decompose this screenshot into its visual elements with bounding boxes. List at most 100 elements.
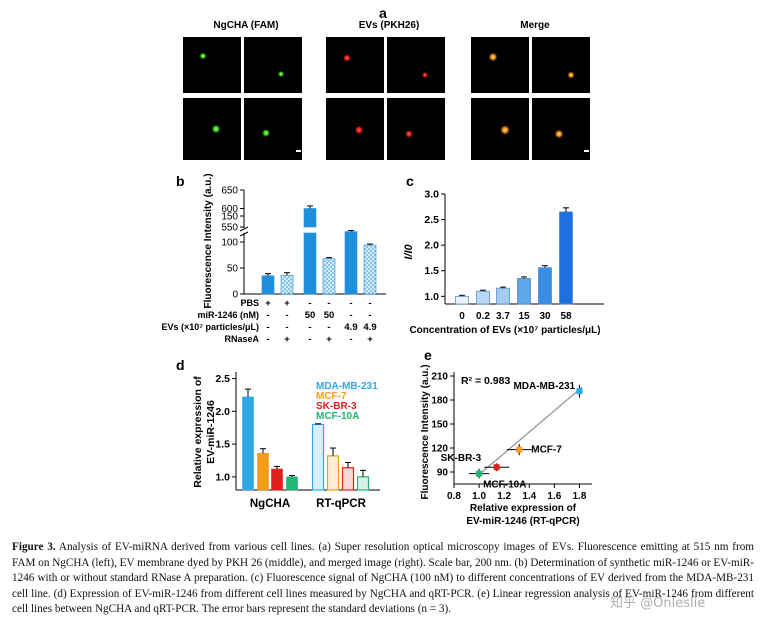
b-bar	[280, 274, 294, 295]
e-point-label: SK-BR-3	[441, 453, 482, 464]
b-bar	[322, 258, 336, 295]
c-tick-label: 2.5	[424, 214, 439, 226]
c-category-label: 0	[459, 311, 465, 322]
e-point	[576, 388, 583, 395]
b-condition-label: EVs (×10⁷ particles/μL)	[161, 322, 259, 332]
microscopy-grid	[183, 37, 590, 160]
b-bar	[261, 275, 275, 295]
b-condition-value: 50	[324, 310, 335, 321]
spot-green-1	[199, 52, 207, 60]
c-bar	[455, 295, 469, 305]
scale-bar-2	[584, 150, 589, 152]
figure-caption: Figure 3. Analysis of EV-miRNA derived f…	[12, 540, 754, 618]
caption-text: Analysis of EV-miRNA derived from variou…	[12, 541, 754, 615]
d-y-title-line2: EV-miR-1246	[205, 400, 217, 464]
e-y-title: Fluorescence Intensity (a.u.)	[420, 364, 431, 499]
b-condition-value: -	[266, 310, 269, 321]
panel-letter-c: c	[406, 173, 414, 189]
c-category-label: 15	[518, 311, 530, 322]
b-tick-label: 100	[221, 238, 238, 249]
b-condition-value: -	[327, 322, 330, 333]
e-y-tick-label: 180	[431, 396, 448, 407]
spot-green-3	[211, 124, 221, 134]
d-category-label: RT-qPCR	[316, 498, 367, 510]
d-bar-tint	[357, 476, 369, 490]
chart-e: 0.8 1.0 1.2 1.4 1.6 1.8 90 120 150 180 210Fluoresc…	[420, 364, 592, 527]
b-condition-value: 4.9	[363, 322, 376, 333]
b-condition-value: -	[349, 310, 352, 321]
d-bar	[257, 452, 269, 491]
panel-letter-d: d	[176, 357, 185, 373]
d-bar	[271, 468, 283, 491]
b-condition-value: +	[265, 298, 271, 309]
d-bar-tint	[342, 467, 354, 490]
caption-label: Figure 3.	[12, 541, 56, 553]
e-x-title: Relative expression of	[470, 503, 577, 514]
e-y-tick-label: 210	[431, 372, 448, 383]
e-point-label: MDA-MB-231	[513, 381, 575, 392]
spot-merge-2	[567, 71, 575, 79]
b-tick-label: 0	[232, 290, 238, 301]
spot-green-4	[261, 128, 271, 138]
d-legend-entry: MCF-10A	[316, 411, 359, 422]
b-condition-value: -	[308, 298, 311, 309]
micro-tile-9	[471, 37, 529, 93]
spot-merge-4	[554, 129, 564, 139]
col-title-evs: EVs (PKH26)	[359, 20, 420, 31]
b-bar	[363, 244, 377, 295]
b-condition-value: -	[285, 322, 288, 333]
e-x-tick-label: 1.2	[497, 491, 511, 502]
d-bar-tint	[327, 455, 339, 490]
chart-d: 1.0 1.5 2.0 2.5 Relative expression of EV-miR…	[192, 372, 380, 510]
b-condition-value: 4.9	[344, 322, 357, 333]
b-y-title: Fluorescence Intensity (a.u.)	[203, 173, 214, 308]
c-x-title: Concentration of EVs (×10⁷ particles/μL)	[409, 325, 600, 336]
e-x-tick-label: 0.8	[447, 491, 461, 502]
panel-letter-a: a	[379, 5, 387, 21]
b-condition-value: -	[266, 334, 269, 345]
b-condition-value: -	[266, 322, 269, 333]
spot-red-2	[421, 71, 429, 79]
e-annotation: R² = 0.983	[461, 375, 510, 387]
scale-bar-1	[296, 150, 301, 152]
c-category-label: 3.7	[496, 311, 510, 322]
micro-tile-5	[326, 37, 384, 93]
d-legend-entry: MDA-MB-231	[316, 381, 378, 392]
c-bar	[476, 290, 490, 305]
c-tick-label: 2.0	[424, 240, 439, 252]
c-tick-label: 3.0	[424, 189, 439, 201]
b-bar	[344, 231, 358, 295]
b-condition-value: -	[285, 310, 288, 321]
d-category-label: NgCHA	[250, 498, 290, 510]
col-title-merge: Merge	[520, 20, 550, 31]
e-x-title: EV-miR-1246 (RT-qPCR)	[466, 516, 579, 527]
chart-c: 1.0 1.5 2.0 2.5 3.0 I/I0 0 0.2 3.7 15 30 58 Concentr…	[403, 189, 604, 336]
e-y-tick-label: 120	[431, 444, 448, 455]
d-legend-entry: SK-BR-3	[316, 401, 357, 412]
spot-red-4	[404, 129, 414, 139]
b-tick-label: 150	[221, 212, 238, 223]
e-point	[476, 470, 483, 477]
micro-tile-2	[244, 37, 302, 93]
d-tick-label: 2.0	[215, 406, 230, 418]
e-x-tick-label: 1.6	[547, 491, 561, 502]
spot-red-1	[342, 53, 352, 63]
e-point	[493, 464, 500, 471]
e-x-tick-label: 1.4	[522, 491, 536, 502]
col-title-ngcha: NgCHA (FAM)	[213, 20, 278, 31]
watermark: 知乎 @Onleslie	[610, 596, 706, 611]
d-legend-entry: MCF-7	[316, 391, 347, 402]
micro-tile-8	[387, 98, 445, 160]
b-condition-value: -	[349, 298, 352, 309]
panel-letter-b: b	[176, 173, 185, 189]
micro-tile-12	[532, 98, 590, 160]
c-y-title: I/I0	[403, 243, 415, 259]
c-bar	[496, 287, 510, 305]
b-condition-label: miR-1246 (nM)	[197, 310, 259, 320]
b-condition-value: -	[368, 310, 371, 321]
b-bar	[303, 232, 317, 295]
b-tick-label: 50	[227, 264, 239, 275]
c-bar	[517, 278, 531, 305]
spot-green-2	[277, 70, 285, 78]
c-category-label: 0.2	[476, 311, 490, 322]
